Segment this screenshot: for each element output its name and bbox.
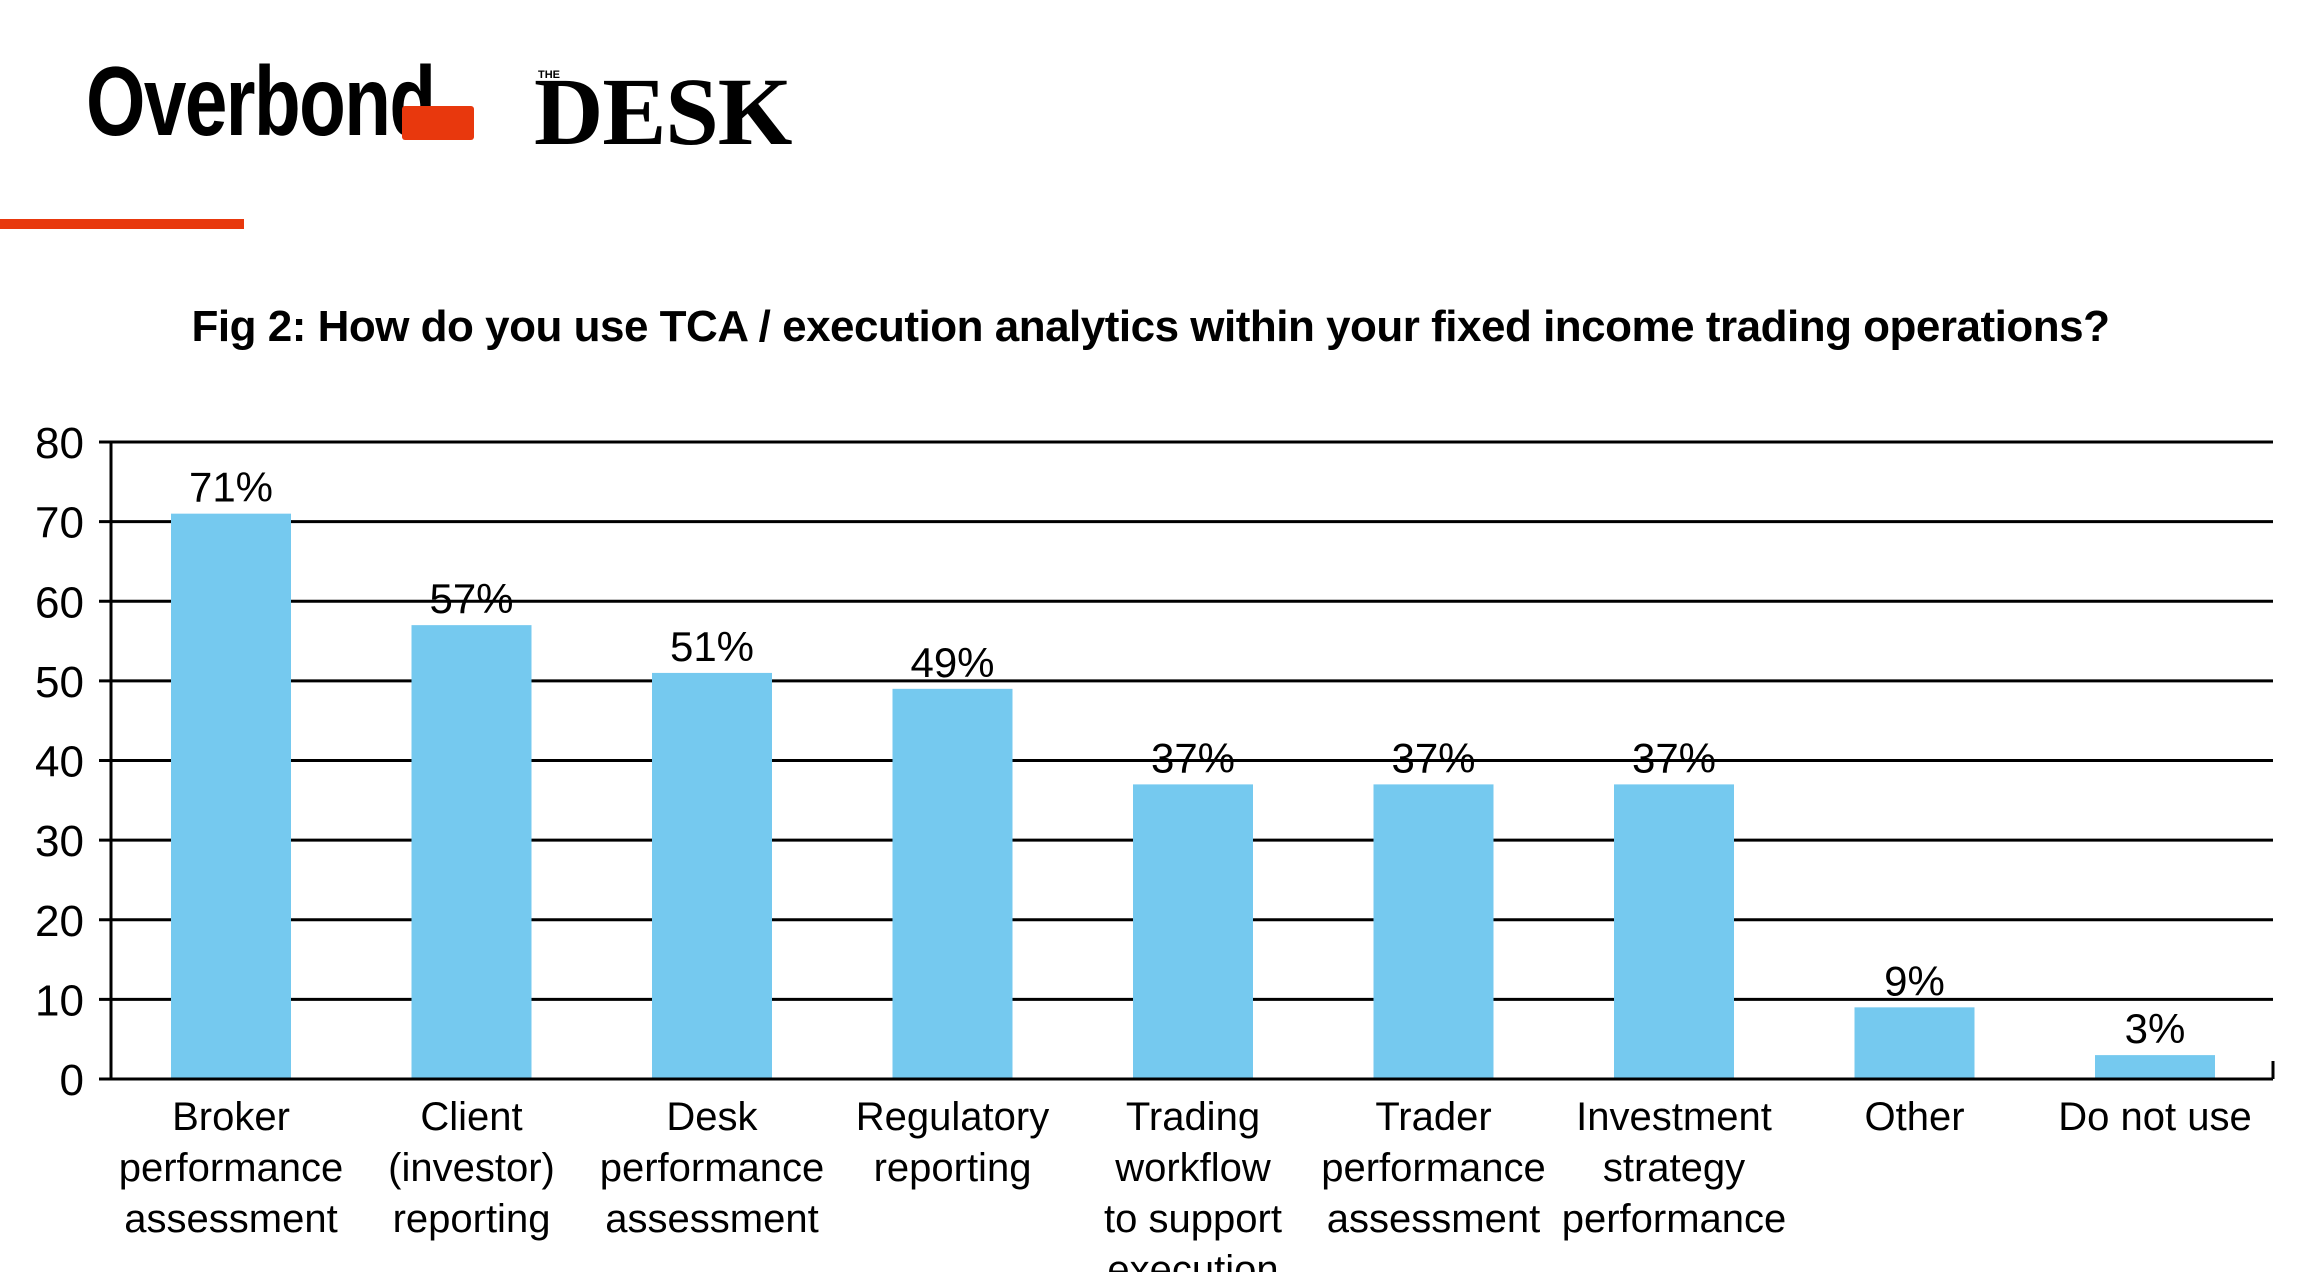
chart-title: Fig 2: How do you use TCA / execution an… [191, 302, 2110, 351]
y-tick-label: 60 [35, 578, 84, 627]
data-label: 49% [910, 639, 994, 686]
category-label: to support [1104, 1197, 1282, 1241]
accent-line [0, 219, 244, 229]
y-tick-label: 50 [35, 658, 84, 707]
category-label: Investment [1576, 1095, 1772, 1139]
category-label: performance [119, 1146, 344, 1190]
bar [411, 625, 532, 1079]
overbond-logo-mark [402, 106, 474, 140]
the-desk-logo: DESK [534, 58, 792, 165]
data-label: 37% [1632, 734, 1716, 781]
data-label: 37% [1391, 734, 1475, 781]
category-label: performance [600, 1146, 825, 1190]
category-label: strategy [1603, 1146, 1745, 1190]
category-label: reporting [393, 1197, 551, 1241]
category-label: reporting [874, 1146, 1032, 1190]
category-label: assessment [605, 1197, 818, 1241]
category-label: workflow [1114, 1146, 1271, 1190]
category-label: assessment [1327, 1197, 1540, 1241]
category-label: Broker [172, 1095, 290, 1139]
y-tick-label: 70 [35, 499, 84, 548]
category-label: Trader [1375, 1095, 1491, 1139]
bar [1614, 784, 1734, 1079]
data-label: 3% [2125, 1005, 2186, 1052]
data-label: 9% [1884, 957, 1945, 1004]
data-label: 57% [429, 575, 513, 622]
bar [1373, 784, 1494, 1079]
category-label: assessment [124, 1197, 337, 1241]
category-label: (investor) [388, 1146, 555, 1190]
data-label: 37% [1151, 734, 1235, 781]
overbond-logo: Overbond [86, 46, 436, 156]
category-label: Other [1864, 1095, 1964, 1139]
bar [1133, 784, 1253, 1079]
bar [1854, 1007, 1975, 1079]
category-label: Desk [666, 1095, 758, 1139]
y-tick-label: 80 [35, 419, 84, 468]
category-label: execution [1107, 1248, 1278, 1272]
y-tick-label: 30 [35, 817, 84, 866]
y-tick-label: 40 [35, 738, 84, 787]
bar [171, 513, 291, 1079]
category-label: Do not use [2058, 1095, 2251, 1139]
y-tick-label: 10 [35, 976, 84, 1025]
bar [652, 672, 772, 1079]
data-label: 51% [670, 623, 754, 670]
y-tick-label: 0 [60, 1056, 84, 1105]
category-label: Regulatory [856, 1095, 1049, 1139]
category-label: Client [420, 1095, 522, 1139]
category-label: performance [1321, 1146, 1546, 1190]
y-tick-label: 20 [35, 897, 84, 946]
bar [892, 688, 1013, 1079]
category-label: performance [1562, 1197, 1787, 1241]
category-label: Trading [1126, 1095, 1260, 1139]
the-desk-logo-prefix: THE [538, 69, 560, 81]
bar [2095, 1055, 2215, 1079]
data-label: 71% [189, 464, 273, 511]
